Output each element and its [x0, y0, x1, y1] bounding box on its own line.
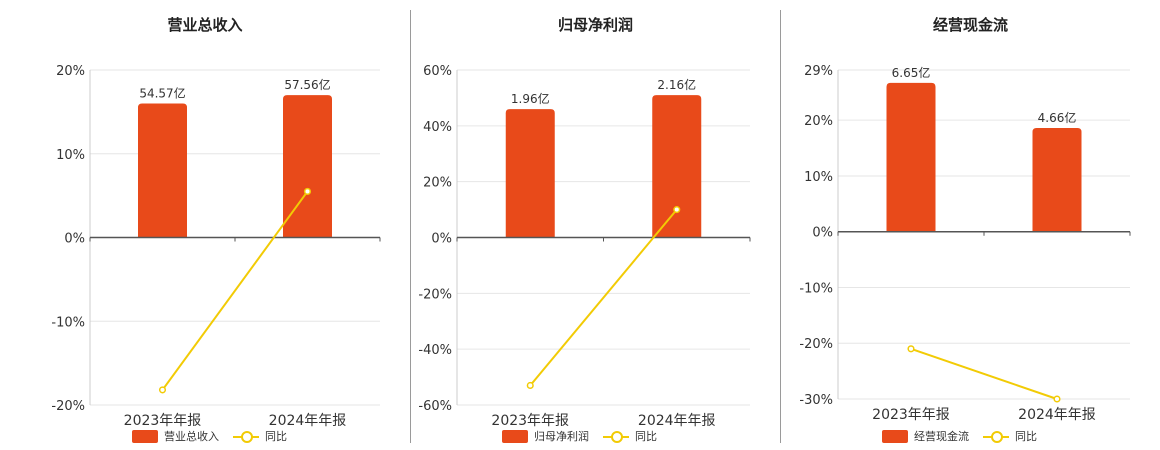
bar — [283, 95, 332, 238]
bar-data-label: 4.66亿 — [1038, 110, 1077, 125]
legend-line-label: 同比 — [265, 430, 287, 443]
chart-svg-cash-flow: 29% 20% 10% 0% -10% -20% -30% 6.65亿 4.66亿 2023年年报… — [799, 64, 1131, 423]
x-category-label: 2024年年报 — [269, 413, 347, 429]
y-tick-label: 20% — [56, 64, 85, 79]
x-category-label: 2024年年报 — [638, 413, 716, 429]
legend-bar-label: 经营现金流 — [914, 430, 969, 443]
y-tick-label: 10% — [56, 148, 85, 163]
y-tick-label: 0% — [64, 232, 85, 247]
y-tick-label: 0% — [431, 232, 452, 247]
legend-line-swatch — [603, 430, 629, 443]
chart-panel-cash-flow: 经营现金流 29% 20% 10% 0% -10% -20% -30% 6.65亿 4.66亿 2… — [781, 0, 1160, 450]
legend: 营业总收入 同比 — [132, 428, 287, 444]
y-tick-label: -60% — [418, 399, 452, 414]
y-tick-label: -10% — [799, 281, 833, 296]
panel-divider — [780, 10, 781, 443]
bar — [505, 109, 555, 238]
bar — [1032, 127, 1082, 232]
bar — [886, 82, 936, 232]
y-tick-label: 0% — [812, 226, 833, 241]
legend: 经营现金流 同比 — [882, 428, 1037, 444]
legend-line-label: 同比 — [635, 430, 657, 443]
panel-divider — [410, 10, 411, 443]
yoy-point — [1053, 395, 1061, 403]
y-tick-label: 20% — [423, 176, 452, 191]
bar-data-label: 57.56亿 — [284, 77, 330, 92]
legend-bar-swatch — [882, 429, 908, 443]
legend-line-swatch — [233, 430, 259, 443]
chart-panel-net-profit: 归母净利润 60% 40% 20% 0% -20% -40% -60% 1.96亿 2.16亿 2… — [411, 0, 780, 450]
bar-data-label: 54.57亿 — [139, 86, 185, 101]
y-tick-label: -20% — [51, 399, 85, 414]
y-tick-label: -40% — [418, 343, 452, 358]
chart-svg-revenue: 20% 10% 0% -10% -20% 54.57亿 57.56亿 2023年年报 2024年… — [51, 64, 381, 429]
yoy-point — [158, 386, 167, 394]
legend-line-swatch — [983, 430, 1009, 443]
yoy-line — [529, 208, 678, 387]
bar-data-label: 2.16亿 — [657, 77, 696, 92]
yoy-point — [303, 187, 312, 195]
chart-title: 经营现金流 — [932, 16, 1008, 34]
x-category-label: 2023年年报 — [491, 413, 569, 429]
x-category-label: 2024年年报 — [1018, 407, 1096, 423]
legend-line-label: 同比 — [1015, 430, 1037, 443]
chart-panel-revenue: 营业总收入 20% 10% 0% -10% -20% 54.57亿 57.56亿 2023年年… — [0, 0, 410, 450]
y-tick-label: -20% — [418, 287, 452, 302]
x-category-label: 2023年年报 — [124, 413, 202, 429]
yoy-point — [907, 345, 915, 353]
y-tick-label: 29% — [804, 64, 833, 79]
y-tick-label: 40% — [423, 120, 452, 135]
y-tick-label: 20% — [804, 114, 833, 129]
yoy-line — [161, 190, 309, 391]
x-category-label: 2023年年报 — [872, 407, 950, 423]
bar — [652, 95, 702, 238]
legend-bar-swatch — [132, 429, 158, 443]
legend-bar-label: 归母净利润 — [534, 430, 589, 443]
yoy-line — [910, 347, 1058, 400]
y-tick-label: -20% — [799, 337, 833, 352]
legend-bar-swatch — [502, 429, 528, 443]
legend: 归母净利润 同比 — [502, 428, 657, 444]
chart-title: 归母净利润 — [557, 16, 633, 34]
chart-title: 营业总收入 — [167, 16, 243, 34]
y-tick-label: 60% — [423, 64, 452, 79]
chart-svg-net-profit: 60% 40% 20% 0% -20% -40% -60% 1.96亿 2.16亿 2023年年报… — [418, 64, 751, 429]
y-tick-label: -30% — [799, 393, 833, 408]
bar-data-label: 1.96亿 — [511, 91, 550, 106]
y-tick-label: -10% — [51, 315, 85, 330]
bar-data-label: 6.65亿 — [892, 65, 931, 80]
bar — [138, 103, 187, 238]
yoy-point — [526, 381, 534, 390]
legend-bar-label: 营业总收入 — [164, 430, 219, 443]
yoy-point — [673, 206, 681, 214]
y-tick-label: 10% — [804, 170, 833, 185]
